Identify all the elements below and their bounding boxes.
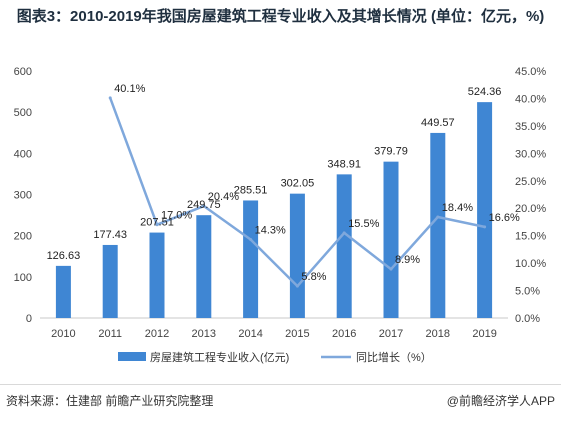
legend-line-label: 同比增长（%） (356, 350, 432, 364)
data-labels: 126.63 177.43 207.51 249.75 285.51 302.05 348.… (47, 83, 520, 283)
bar (243, 200, 259, 318)
y-left-tick-label: 300 (14, 190, 32, 202)
line-data-label: 17.0% (161, 210, 192, 222)
growth-point (342, 231, 346, 235)
bar (289, 193, 305, 318)
bar (336, 174, 352, 318)
bar-data-label: 207.51 (140, 217, 174, 229)
y-left-tick-label: 0 (26, 313, 32, 325)
bar-data-label: 285.51 (234, 184, 268, 196)
chart-title: 图表3：2010-2019年我国房屋建筑工程专业收入及其增长情况 (单位：亿元，… (16, 8, 545, 25)
bar-data-label: 249.75 (187, 199, 221, 211)
legend-bar-label: 房屋建筑工程专业收入(亿元) (150, 350, 289, 364)
bar (102, 244, 118, 318)
growth-point (389, 267, 393, 271)
line-series (108, 96, 487, 288)
bar (55, 265, 71, 318)
y-right-tick-label: 0.0% (515, 313, 540, 325)
bar-data-label: 379.79 (374, 146, 408, 158)
growth-point (108, 96, 112, 100)
x-tick-label: 2016 (332, 328, 356, 340)
x-tick-label: 2018 (426, 328, 450, 340)
y-right-tick-label: 40.0% (515, 93, 546, 105)
line-data-label: 18.4% (442, 202, 473, 214)
bar (430, 132, 446, 318)
bar-data-label: 126.63 (47, 250, 81, 262)
growth-point (436, 215, 440, 219)
y-left-tick-label: 200 (14, 231, 32, 243)
y-right-tick-label: 30.0% (515, 148, 546, 160)
chart: 0 100 200 300 400 500 600 0.0% 5.0% 10.0% 15.0% 20.… (14, 66, 547, 364)
y-right-tick-label: 45.0% (515, 66, 546, 78)
growth-point (483, 225, 487, 229)
y-right-tick-label: 35.0% (515, 121, 546, 133)
growth-point (155, 223, 159, 227)
x-tick-label: 2011 (98, 328, 122, 340)
source-note: 资料来源：住建部 前瞻产业研究院整理 (6, 394, 214, 408)
bar (149, 232, 165, 318)
line-data-label: 20.4% (208, 191, 239, 203)
y-right-tick-label: 20.0% (515, 203, 546, 215)
line-data-label: 15.5% (348, 218, 379, 230)
y-left-tick-label: 100 (14, 272, 32, 284)
bar-data-label: 177.43 (93, 229, 127, 241)
y-left-tick-label: 600 (14, 66, 32, 78)
growth-point (295, 284, 299, 288)
chart-axes: 0 100 200 300 400 500 600 0.0% 5.0% 10.0% 15.0% 20.… (14, 66, 547, 340)
x-tick-label: 2010 (51, 328, 75, 340)
brand-note: @前瞻经济学人APP (446, 394, 555, 408)
y-right-tick-label: 15.0% (515, 231, 546, 243)
growth-point (249, 238, 253, 242)
growth-point (202, 204, 206, 208)
legend: 房屋建筑工程专业收入(亿元) 同比增长（%） (118, 350, 432, 364)
line-data-label: 8.9% (395, 254, 420, 266)
bar (477, 102, 493, 319)
line-data-label: 14.3% (255, 225, 286, 237)
legend-bar-swatch (118, 352, 146, 361)
x-tick-label: 2019 (472, 328, 496, 340)
x-tick-label: 2017 (379, 328, 403, 340)
line-data-label: 5.8% (301, 271, 326, 283)
line-data-label: 40.1% (114, 83, 145, 95)
y-right-tick-label: 5.0% (515, 286, 540, 298)
line-data-label: 16.6% (489, 212, 520, 224)
bar-data-label: 348.91 (327, 158, 361, 170)
y-left-tick-label: 500 (14, 107, 32, 119)
y-right-tick-label: 25.0% (515, 176, 546, 188)
x-tick-label: 2013 (192, 328, 216, 340)
bar (383, 161, 399, 318)
y-left-tick-label: 400 (14, 148, 32, 160)
x-tick-label: 2014 (238, 328, 262, 340)
bar-data-label: 449.57 (421, 117, 455, 129)
footer-divider (0, 384, 561, 385)
x-tick-label: 2015 (285, 328, 309, 340)
y-right-tick-label: 10.0% (515, 258, 546, 270)
x-tick-label: 2012 (145, 328, 169, 340)
bar-series (55, 102, 493, 319)
bar-data-label: 524.36 (468, 86, 502, 98)
bar-data-label: 302.05 (281, 178, 315, 190)
bar (196, 215, 212, 318)
